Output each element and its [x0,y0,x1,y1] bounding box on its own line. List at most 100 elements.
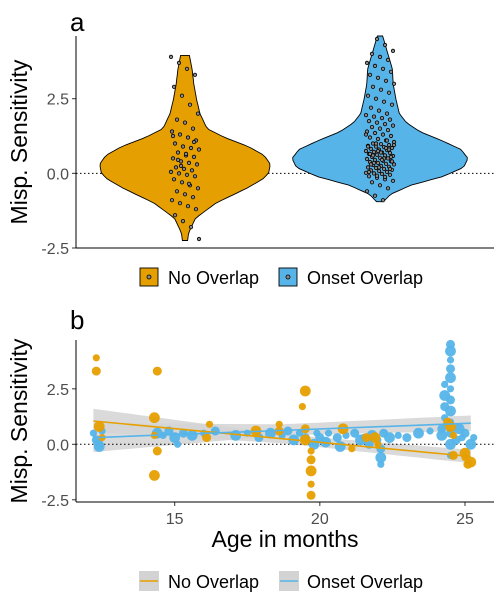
data-point [385,186,391,191]
data-point [375,160,381,165]
data-point [192,174,198,179]
data-point [275,420,283,428]
legend-label: No Overlap [168,572,259,592]
data-point [324,429,333,437]
data-point [376,168,382,174]
data-point [181,166,187,171]
data-point [168,169,174,174]
data-point [332,433,342,443]
data-point [380,132,386,137]
data-point [377,54,383,60]
x-tick-label: 25 [456,511,474,528]
data-point [441,380,449,388]
data-point [384,432,395,443]
data-point [191,154,197,159]
data-point [465,438,477,450]
data-point [186,430,198,441]
legend-key-point [146,274,152,280]
data-point [183,151,189,156]
y-tick-label: -2.5 [41,241,69,258]
data-point [375,136,381,142]
y-tick-label: -2.5 [41,493,69,510]
data-point [210,426,220,436]
panel-a-violins [99,35,468,241]
y-tick-label: 0.0 [47,437,69,454]
data-point [390,123,396,128]
data-point [386,142,392,148]
data-point [171,84,177,89]
data-point [94,439,104,449]
data-point [170,156,176,161]
panel-a-y-axis-title: Misp. Sensitivity [6,59,32,224]
data-point [173,165,179,170]
violin-no-overlap [99,54,271,241]
data-point [177,201,183,206]
data-point [149,412,160,424]
data-point [380,198,386,203]
data-point [149,470,160,481]
data-point [169,198,175,203]
data-point [378,150,384,155]
data-point [170,133,176,139]
data-point [385,57,391,63]
data-point [169,129,175,134]
data-point [188,145,194,151]
data-point [368,105,374,110]
data-point [190,126,196,131]
data-point [379,157,385,162]
data-point [187,102,193,107]
data-point [386,90,392,95]
data-point [363,148,369,154]
data-point [374,152,380,157]
data-point [364,60,370,66]
data-point [371,171,377,176]
data-point [348,445,356,453]
data-point [383,161,389,166]
panel-a-legend: No Overlap Onset Overlap [139,267,423,288]
data-point [89,429,97,437]
data-point [178,428,188,438]
data-point [184,66,190,71]
data-point [391,142,397,148]
y-tick-label: 0.0 [47,166,69,183]
panel-b-legend: No Overlap Onset Overlap [139,571,423,592]
data-point [363,132,369,137]
data-point [177,132,183,137]
data-point [389,159,395,164]
data-point [387,172,393,177]
data-point [367,72,373,77]
data-point [366,174,372,179]
data-point [176,60,182,66]
data-point [374,173,380,178]
data-point [373,96,379,101]
violin-onset-overlap [292,35,468,203]
data-point [373,141,379,146]
data-point [364,156,370,162]
data-point [385,128,391,133]
data-point [387,150,393,156]
data-point [180,144,186,149]
data-point [185,204,191,209]
data-point [182,120,188,125]
data-point [460,428,470,438]
data-point [371,160,377,165]
data-point [445,421,456,432]
data-point [366,119,372,124]
data-point [176,171,182,176]
legend-label: Onset Overlap [307,572,423,592]
data-point [446,395,455,405]
data-point [179,180,185,185]
panel-a-tag: a [70,7,85,37]
data-point [365,165,371,170]
data-point [369,432,381,443]
data-point [470,434,478,442]
data-point [365,144,371,149]
data-point [390,178,396,183]
data-point [364,189,370,194]
data-point [445,405,456,417]
data-point [186,160,192,165]
data-point [370,84,376,89]
data-point [376,108,382,113]
data-point [298,403,306,411]
